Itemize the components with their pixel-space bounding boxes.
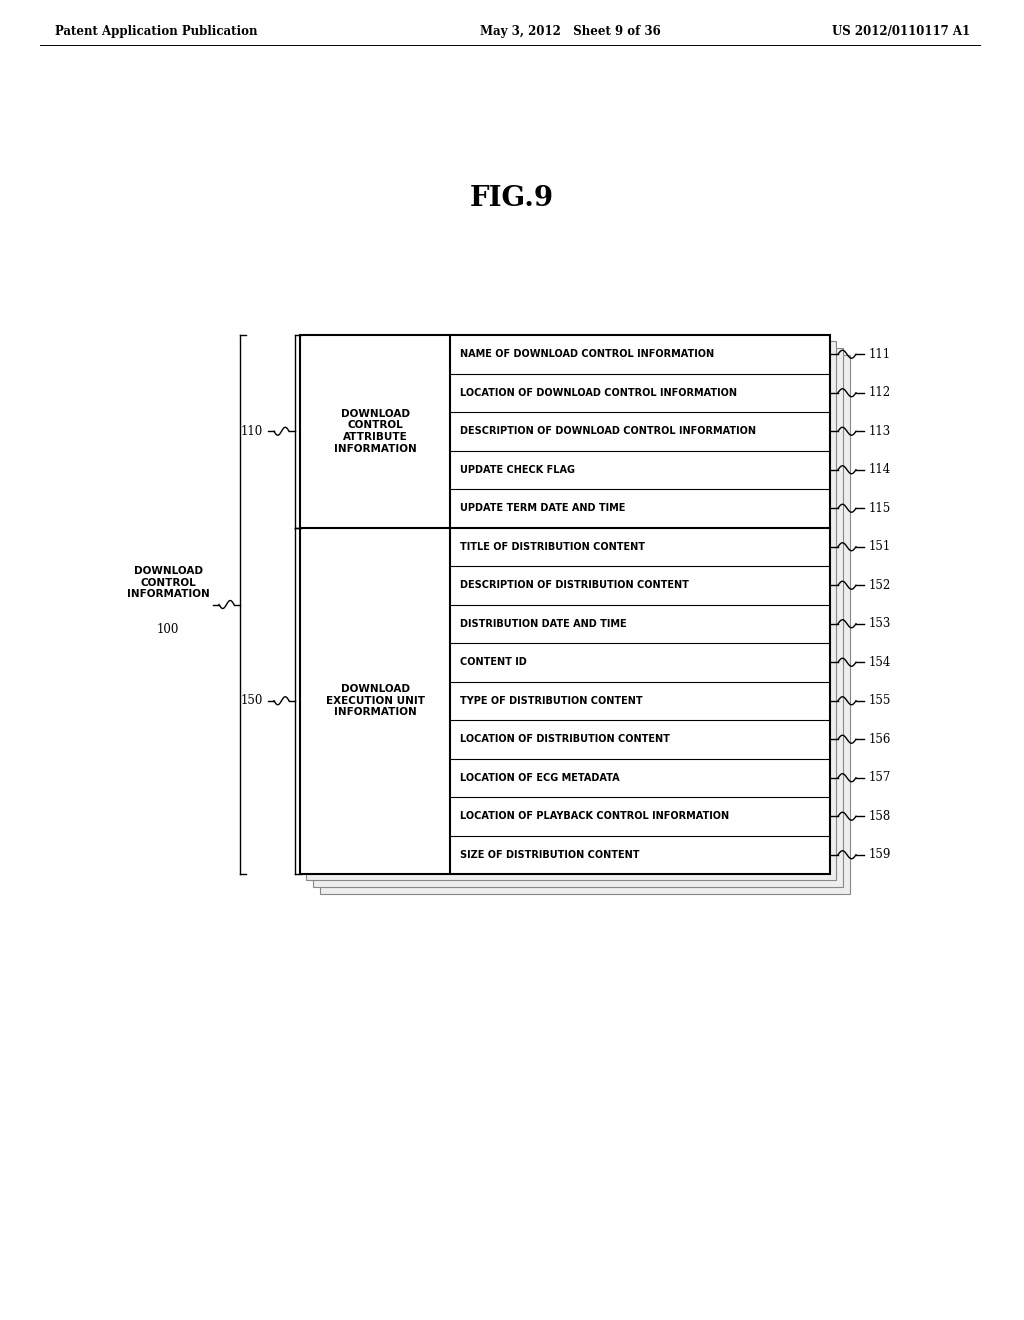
Text: DOWNLOAD
CONTROL
INFORMATION: DOWNLOAD CONTROL INFORMATION	[127, 566, 209, 599]
Text: 111: 111	[869, 347, 891, 360]
Text: 158: 158	[869, 809, 891, 822]
Text: FIG.9: FIG.9	[470, 185, 554, 213]
Text: 115: 115	[869, 502, 891, 515]
Text: Patent Application Publication: Patent Application Publication	[55, 25, 257, 38]
Text: 155: 155	[869, 694, 891, 708]
Text: 113: 113	[869, 425, 891, 438]
Text: May 3, 2012   Sheet 9 of 36: May 3, 2012 Sheet 9 of 36	[480, 25, 660, 38]
Text: US 2012/0110117 A1: US 2012/0110117 A1	[831, 25, 970, 38]
Text: 156: 156	[869, 733, 891, 746]
Text: 112: 112	[869, 387, 891, 399]
Text: 100: 100	[157, 623, 179, 636]
Text: UPDATE CHECK FLAG: UPDATE CHECK FLAG	[460, 465, 575, 475]
Text: 159: 159	[869, 849, 891, 861]
Text: 151: 151	[869, 540, 891, 553]
Bar	[306, 341, 836, 880]
Bar	[300, 335, 830, 874]
Text: DESCRIPTION OF DOWNLOAD CONTROL INFORMATION: DESCRIPTION OF DOWNLOAD CONTROL INFORMAT…	[460, 426, 756, 436]
Text: TITLE OF DISTRIBUTION CONTENT: TITLE OF DISTRIBUTION CONTENT	[460, 541, 645, 552]
Text: NAME OF DOWNLOAD CONTROL INFORMATION: NAME OF DOWNLOAD CONTROL INFORMATION	[460, 350, 714, 359]
Text: LOCATION OF PLAYBACK CONTROL INFORMATION: LOCATION OF PLAYBACK CONTROL INFORMATION	[460, 812, 729, 821]
Text: CONTENT ID: CONTENT ID	[460, 657, 526, 667]
Text: DESCRIPTION OF DISTRIBUTION CONTENT: DESCRIPTION OF DISTRIBUTION CONTENT	[460, 581, 689, 590]
Bar	[313, 348, 843, 887]
Text: 114: 114	[869, 463, 891, 477]
Text: DOWNLOAD
CONTROL
ATTRIBUTE
INFORMATION: DOWNLOAD CONTROL ATTRIBUTE INFORMATION	[334, 409, 417, 454]
Text: SIZE OF DISTRIBUTION CONTENT: SIZE OF DISTRIBUTION CONTENT	[460, 850, 640, 859]
Text: 152: 152	[869, 578, 891, 591]
Text: LOCATION OF DOWNLOAD CONTROL INFORMATION: LOCATION OF DOWNLOAD CONTROL INFORMATION	[460, 388, 737, 397]
Text: UPDATE TERM DATE AND TIME: UPDATE TERM DATE AND TIME	[460, 503, 626, 513]
Text: DOWNLOAD
EXECUTION UNIT
INFORMATION: DOWNLOAD EXECUTION UNIT INFORMATION	[326, 684, 425, 717]
Text: LOCATION OF ECG METADATA: LOCATION OF ECG METADATA	[460, 772, 620, 783]
Text: 154: 154	[869, 656, 891, 669]
Text: 150: 150	[241, 694, 263, 708]
Bar	[319, 355, 850, 894]
Text: LOCATION OF DISTRIBUTION CONTENT: LOCATION OF DISTRIBUTION CONTENT	[460, 734, 670, 744]
Text: 157: 157	[869, 771, 891, 784]
Text: TYPE OF DISTRIBUTION CONTENT: TYPE OF DISTRIBUTION CONTENT	[460, 696, 643, 706]
Text: DISTRIBUTION DATE AND TIME: DISTRIBUTION DATE AND TIME	[460, 619, 627, 628]
Text: 110: 110	[241, 425, 263, 438]
Text: 153: 153	[869, 618, 891, 630]
